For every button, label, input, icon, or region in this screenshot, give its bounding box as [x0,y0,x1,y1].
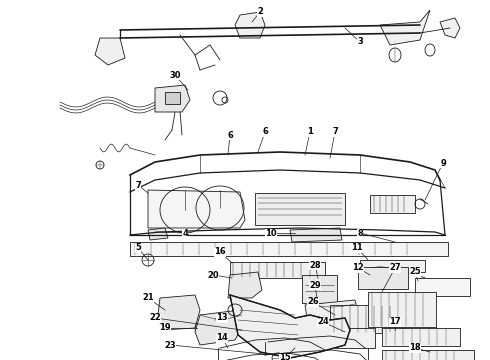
Text: 8: 8 [357,229,363,238]
Polygon shape [155,85,190,112]
Text: 15: 15 [279,354,291,360]
Text: 16: 16 [214,248,226,256]
Text: 26: 26 [307,297,319,306]
Polygon shape [95,38,125,65]
Text: 25: 25 [409,267,421,276]
Text: 22: 22 [149,314,161,323]
Text: 24: 24 [317,318,329,327]
Bar [230,262,325,278]
Polygon shape [148,228,168,240]
Polygon shape [290,228,342,242]
Text: 6: 6 [227,130,233,139]
Text: 2: 2 [257,8,263,17]
Bar [330,305,405,333]
Bar [382,350,474,360]
Text: 30: 30 [169,71,181,80]
Text: 4: 4 [182,229,188,238]
Bar [165,92,180,104]
Bar [415,278,470,296]
Polygon shape [158,295,200,330]
Bar [360,260,425,272]
Text: 18: 18 [409,343,421,352]
Polygon shape [235,12,265,38]
Bar [368,292,436,327]
Text: 7: 7 [135,180,141,189]
Text: 23: 23 [164,341,176,350]
Text: 7: 7 [332,127,338,136]
Bar [335,328,375,348]
Text: 27: 27 [389,264,401,273]
Polygon shape [230,295,350,358]
Text: 5: 5 [135,243,141,252]
Text: 9: 9 [440,158,446,167]
Text: 13: 13 [216,314,228,323]
Text: 28: 28 [309,261,321,270]
Polygon shape [305,300,358,325]
Text: 3: 3 [357,37,363,46]
Text: 21: 21 [142,293,154,302]
Polygon shape [228,272,262,298]
Text: 14: 14 [216,333,228,342]
Text: 17: 17 [389,318,401,327]
Text: 6: 6 [262,127,268,136]
Polygon shape [148,190,245,228]
Bar [302,275,337,303]
Bar [358,267,408,289]
Bar [370,195,415,213]
Bar [130,242,448,256]
Text: 10: 10 [265,229,277,238]
Bar [382,328,460,346]
Text: 20: 20 [207,270,219,279]
Text: 12: 12 [352,264,364,273]
Text: 29: 29 [309,280,321,289]
Polygon shape [440,18,460,38]
Text: 19: 19 [159,324,171,333]
Polygon shape [380,10,430,45]
Text: 1: 1 [307,127,313,136]
Polygon shape [195,310,245,345]
Bar [255,193,345,225]
Text: 11: 11 [351,243,363,252]
